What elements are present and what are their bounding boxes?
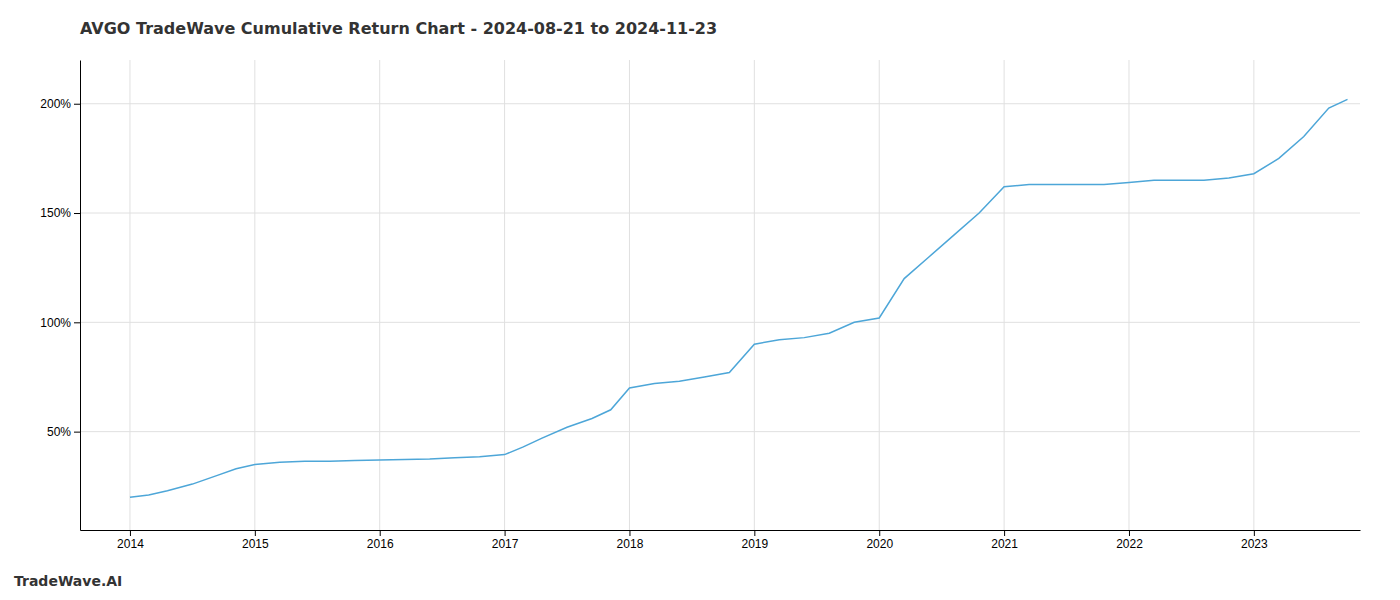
- x-tick-mark: [255, 530, 256, 536]
- grid-line: [1004, 60, 1005, 530]
- x-tick-mark: [1129, 530, 1130, 536]
- y-tick: 100%: [40, 316, 80, 330]
- y-tick-mark: [74, 432, 80, 433]
- x-tick: 2023: [1241, 530, 1268, 551]
- y-tick-mark: [74, 322, 80, 323]
- y-tick-label: 150%: [40, 206, 71, 220]
- x-tick: 2021: [991, 530, 1018, 551]
- x-tick: 2014: [117, 530, 144, 551]
- x-tick-mark: [505, 530, 506, 536]
- x-tick-label: 2019: [741, 537, 768, 551]
- grid-line: [1253, 60, 1254, 530]
- y-tick-label: 50%: [47, 425, 71, 439]
- annotation: TradeWave.AI: [14, 573, 122, 589]
- x-tick-label: 2020: [866, 537, 893, 551]
- grid-line: [879, 60, 880, 530]
- x-tick-mark: [1004, 530, 1005, 536]
- x-tick: 2017: [492, 530, 519, 551]
- grid-line: [80, 431, 1360, 432]
- marks: [130, 99, 1348, 497]
- grid: [80, 60, 1360, 530]
- y-tick-mark: [74, 213, 80, 214]
- grid-line: [80, 322, 1360, 323]
- grid-line: [629, 60, 630, 530]
- grid-line: [754, 60, 755, 530]
- y-tick: 50%: [47, 425, 80, 439]
- x-tick-label: 2023: [1241, 537, 1268, 551]
- x-tick-label: 2016: [367, 537, 394, 551]
- y-tick: 200%: [40, 97, 80, 111]
- x-tick: 2015: [242, 530, 269, 551]
- chart: 2014 2015 2016 2017 2018 2019 2020 2021 2022 2023…: [0, 0, 1400, 600]
- x-tick-label: 2018: [617, 537, 644, 551]
- y-tick: 150%: [40, 206, 80, 220]
- y-axis: 50% 100% 150% 200%: [40, 61, 80, 531]
- grid-line: [504, 60, 505, 530]
- x-tick-label: 2014: [117, 537, 144, 551]
- grid-line: [254, 60, 255, 530]
- x-tick-mark: [380, 530, 381, 536]
- line: [130, 99, 1348, 497]
- x-tick-label: 2021: [991, 537, 1018, 551]
- x-tick: 2019: [741, 530, 768, 551]
- x-tick-mark: [1254, 530, 1255, 536]
- x-tick-label: 2022: [1116, 537, 1143, 551]
- x-tick-label: 2017: [492, 537, 519, 551]
- x-tick-mark: [130, 530, 131, 536]
- y-tick-label: 200%: [40, 97, 71, 111]
- x-tick: 2020: [866, 530, 893, 551]
- x-axis-line: [81, 530, 1361, 531]
- x-tick: 2018: [617, 530, 644, 551]
- grid-line: [1128, 60, 1129, 530]
- x-axis: 2014 2015 2016 2017 2018 2019 2020 2021 2022 2023: [81, 530, 1361, 551]
- y-tick-label: 100%: [40, 316, 71, 330]
- y-tick-mark: [74, 104, 80, 105]
- x-tick: 2022: [1116, 530, 1143, 551]
- x-tick-mark: [879, 530, 880, 536]
- x-tick-label: 2015: [242, 537, 269, 551]
- grid-line: [80, 103, 1360, 104]
- grid-line: [80, 213, 1360, 214]
- plot: 2014 2015 2016 2017 2018 2019 2020 2021 2022 2023…: [40, 60, 1360, 551]
- y-axis-line: [80, 61, 81, 531]
- x-tick-mark: [754, 530, 755, 536]
- x-tick-mark: [629, 530, 630, 536]
- grid-line: [129, 60, 130, 530]
- x-tick: 2016: [367, 530, 394, 551]
- title: AVGO TradeWave Cumulative Return Chart -…: [80, 19, 717, 38]
